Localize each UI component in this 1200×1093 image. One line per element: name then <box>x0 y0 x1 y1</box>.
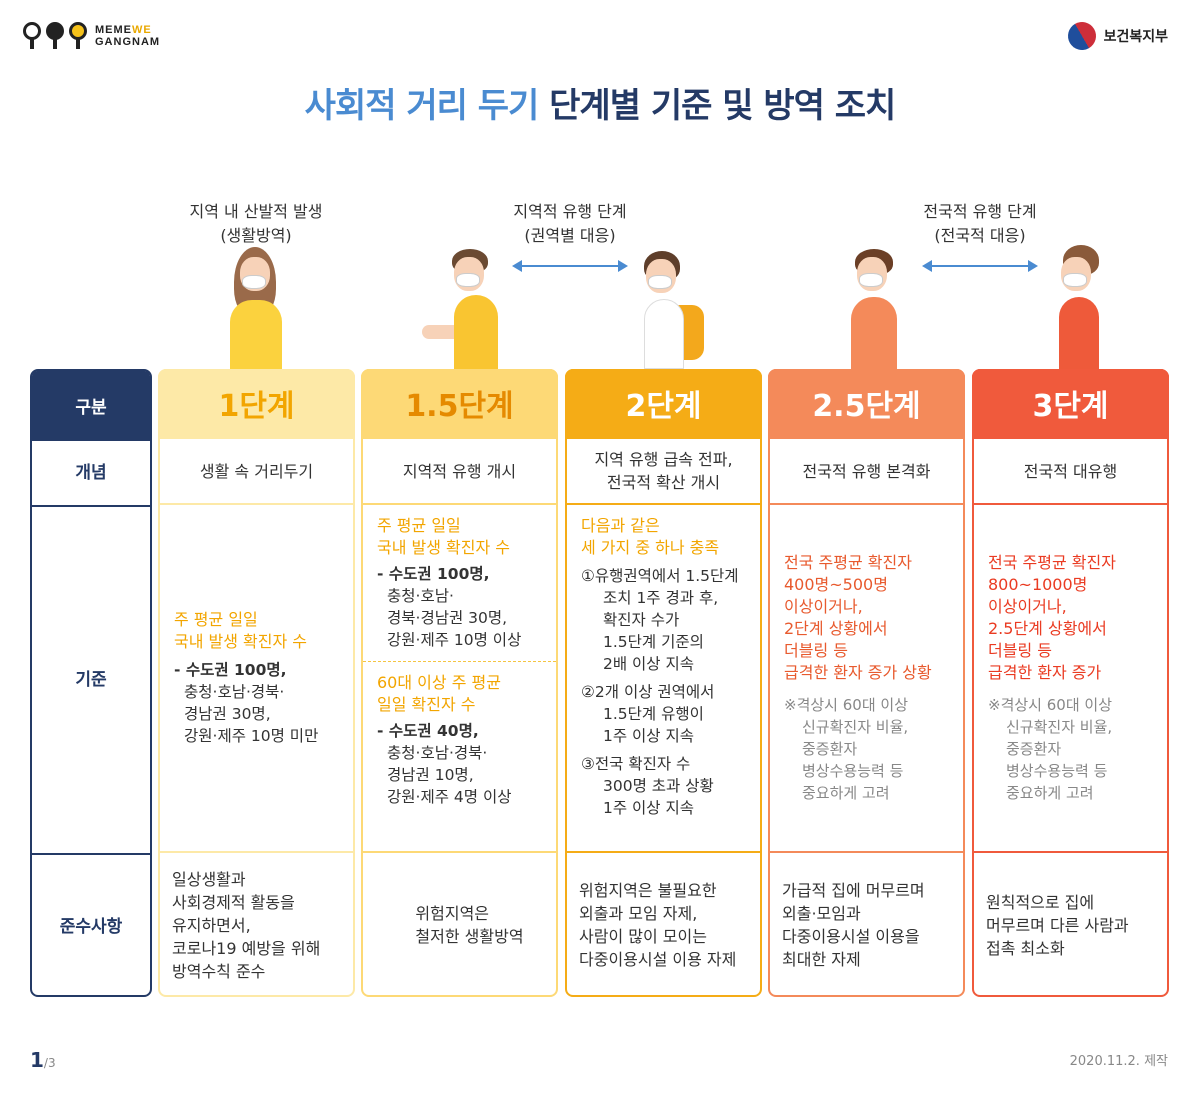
stage-compliance: 위험지역은 불필요한 외출과 모임 자제, 사람이 많이 모이는 다중이용시설 … <box>567 851 760 997</box>
stage-concept: 생활 속 거리두기 <box>160 437 353 503</box>
stage-concept: 전국적 대유행 <box>974 437 1167 503</box>
person-walking-woman-red <box>1045 245 1125 375</box>
bulb-yellow-icon <box>68 22 88 50</box>
phase-line1: 지역적 유행 단계 <box>513 202 627 221</box>
stage-concept: 전국적 유행 본격화 <box>770 437 963 503</box>
logo-meme: MEME <box>95 24 132 36</box>
criteria-note: ※격상시 60대 이상 신규확진자 비율, 중증환자 병상수용능력 등 중요하게… <box>988 696 1113 802</box>
person-running-man-yellow <box>422 245 510 375</box>
stage-label: 2단계 <box>565 369 762 437</box>
title-part1: 사회적 거리 두기 <box>304 86 540 126</box>
criteria-list-60s: - 수도권 40명, 충청·호남·경북· 경남권 10명, 강원·제주 4명 이… <box>377 722 512 806</box>
criteria-item-2: ②2개 이상 권역에서 1.5단계 유행이 1주 이상 지속 <box>581 683 715 745</box>
bulb-filled-icon <box>45 22 65 50</box>
criteria-highlight: 전국 주평균 확진자 800~1000명 이상이거나, 2.5단계 상황에서 더… <box>988 553 1116 682</box>
phase-line2: (전국적 대응) <box>934 226 1026 245</box>
stage-compliance: 가급적 집에 머무르며 외출·모임과 다중이용시설 이용을 최대한 자제 <box>770 851 963 997</box>
logo-text: MEMEWE GANGNAM <box>95 24 160 48</box>
stage-criteria: 전국 주평균 확진자 800~1000명 이상이거나, 2.5단계 상황에서 더… <box>974 503 1167 851</box>
header-compliance: 준수사항 <box>32 853 150 999</box>
stage-label: 1.5단계 <box>361 369 558 437</box>
criteria-item-3: ③전국 확진자 수 300명 초과 상황 1주 이상 지속 <box>581 755 714 817</box>
taegeuk-emblem-icon <box>1062 16 1101 56</box>
stage-compliance: 원칙적으로 집에 머무르며 다른 사람과 접촉 최소화 <box>974 851 1167 997</box>
criteria-highlight: 다음과 같은 세 가지 중 하나 충족 <box>581 516 720 557</box>
stage-column-1-5: 1.5단계 지역적 유행 개시 주 평균 일일 국내 발생 확진자 수 - 수도… <box>361 369 558 997</box>
criteria-highlight-60s: 60대 이상 주 평균 일일 확진자 수 <box>377 673 501 714</box>
criteria-list: - 수도권 100명, 충청·호남·경북· 경남권 30명, 강원·제주 10명… <box>174 661 319 745</box>
criteria-highlight: 전국 주평균 확진자 400명~500명 이상이거나, 2단계 상황에서 더블링… <box>784 553 932 682</box>
criteria-list: - 수도권 100명, 충청·호남· 경북·경남권 30명, 강원·제주 10명… <box>377 565 522 649</box>
page-current: 1 <box>30 1048 44 1072</box>
bulb-outline-icon <box>22 22 42 50</box>
stage-criteria: 주 평균 일일 국내 발생 확진자 수 - 수도권 100명, 충청·호남·경북… <box>160 503 353 851</box>
person-walking-woman-yellow <box>220 245 300 375</box>
page-title: 사회적 거리 두기 단계별 기준 및 방역 조치 <box>0 78 1200 127</box>
page-total: /3 <box>43 1056 56 1070</box>
row-header-column: 구분 개념 기준 준수사항 <box>30 369 152 997</box>
logo-we: WE <box>132 24 152 36</box>
phase-line2: (권역별 대응) <box>524 226 616 245</box>
phase-label-regional: 지역적 유행 단계 (권역별 대응) <box>450 200 690 248</box>
ministry-name: 보건복지부 <box>1103 29 1168 45</box>
production-date: 2020.11.2. 제작 <box>1069 1054 1168 1069</box>
header-criteria: 기준 <box>32 505 150 853</box>
stage-compliance: 위험지역은 철저한 생활방역 <box>363 851 556 997</box>
logo-gangnam: GANGNAM <box>95 36 161 48</box>
header-concept: 개념 <box>32 439 150 505</box>
person-walking-man-orange <box>845 245 925 375</box>
stage-concept: 지역 유행 급속 전파, 전국적 확산 개시 <box>567 437 760 503</box>
brand-logo: MEMEWE GANGNAM <box>22 22 160 50</box>
stage-column-3: 3단계 전국적 대유행 전국 주평균 확진자 800~1000명 이상이거나, … <box>972 369 1169 997</box>
phase-line1: 전국적 유행 단계 <box>923 202 1037 221</box>
double-arrow-icon <box>922 260 1038 272</box>
stage-column-2: 2단계 지역 유행 급속 전파, 전국적 확산 개시 다음과 같은 세 가지 중… <box>565 369 762 997</box>
stage-column-2-5: 2.5단계 전국적 유행 본격화 전국 주평균 확진자 400명~500명 이상… <box>768 369 965 997</box>
stage-concept: 지역적 유행 개시 <box>363 437 556 503</box>
criteria-item-1: ①유행권역에서 1.5단계 조치 1주 경과 후, 확진자 수가 1.5단계 기… <box>581 567 739 673</box>
person-backpack-woman <box>630 245 710 375</box>
stage-column-1: 1단계 생활 속 거리두기 주 평균 일일 국내 발생 확진자 수 - 수도권 … <box>158 369 355 997</box>
stage-label: 2.5단계 <box>768 369 965 437</box>
stage-criteria: 다음과 같은 세 가지 중 하나 충족 ①유행권역에서 1.5단계 조치 1주 … <box>567 503 760 851</box>
ministry-badge: 보건복지부 <box>1062 16 1168 56</box>
page-indicator: 1/3 <box>30 1048 56 1072</box>
criteria-note: ※격상시 60대 이상 신규확진자 비율, 중증환자 병상수용능력 등 중요하게… <box>784 696 909 802</box>
title-part2: 단계별 기준 및 방역 조치 <box>549 86 896 126</box>
phase-label-local: 지역 내 산발적 발생 (생활방역) <box>136 200 376 248</box>
phase-line1: 지역 내 산발적 발생 <box>189 202 323 221</box>
stage-label: 3단계 <box>972 369 1169 437</box>
criteria-highlight: 주 평균 일일 국내 발생 확진자 수 <box>377 516 511 557</box>
stage-criteria: 주 평균 일일 국내 발생 확진자 수 - 수도권 100명, 충청·호남· 경… <box>363 503 556 851</box>
stage-criteria: 전국 주평균 확진자 400명~500명 이상이거나, 2단계 상황에서 더블링… <box>770 503 963 851</box>
stage-compliance: 일상생활과 사회경제적 활동을 유지하면서, 코로나19 예방을 위해 방역수칙… <box>160 851 353 997</box>
phase-line2: (생활방역) <box>220 226 292 245</box>
criteria-highlight: 주 평균 일일 국내 발생 확진자 수 <box>174 610 308 651</box>
header-category: 구분 <box>32 371 150 439</box>
phase-label-national: 전국적 유행 단계 (전국적 대응) <box>860 200 1100 248</box>
criteria-divider <box>363 661 556 662</box>
stage-label: 1단계 <box>158 369 355 437</box>
double-arrow-icon <box>512 260 628 272</box>
